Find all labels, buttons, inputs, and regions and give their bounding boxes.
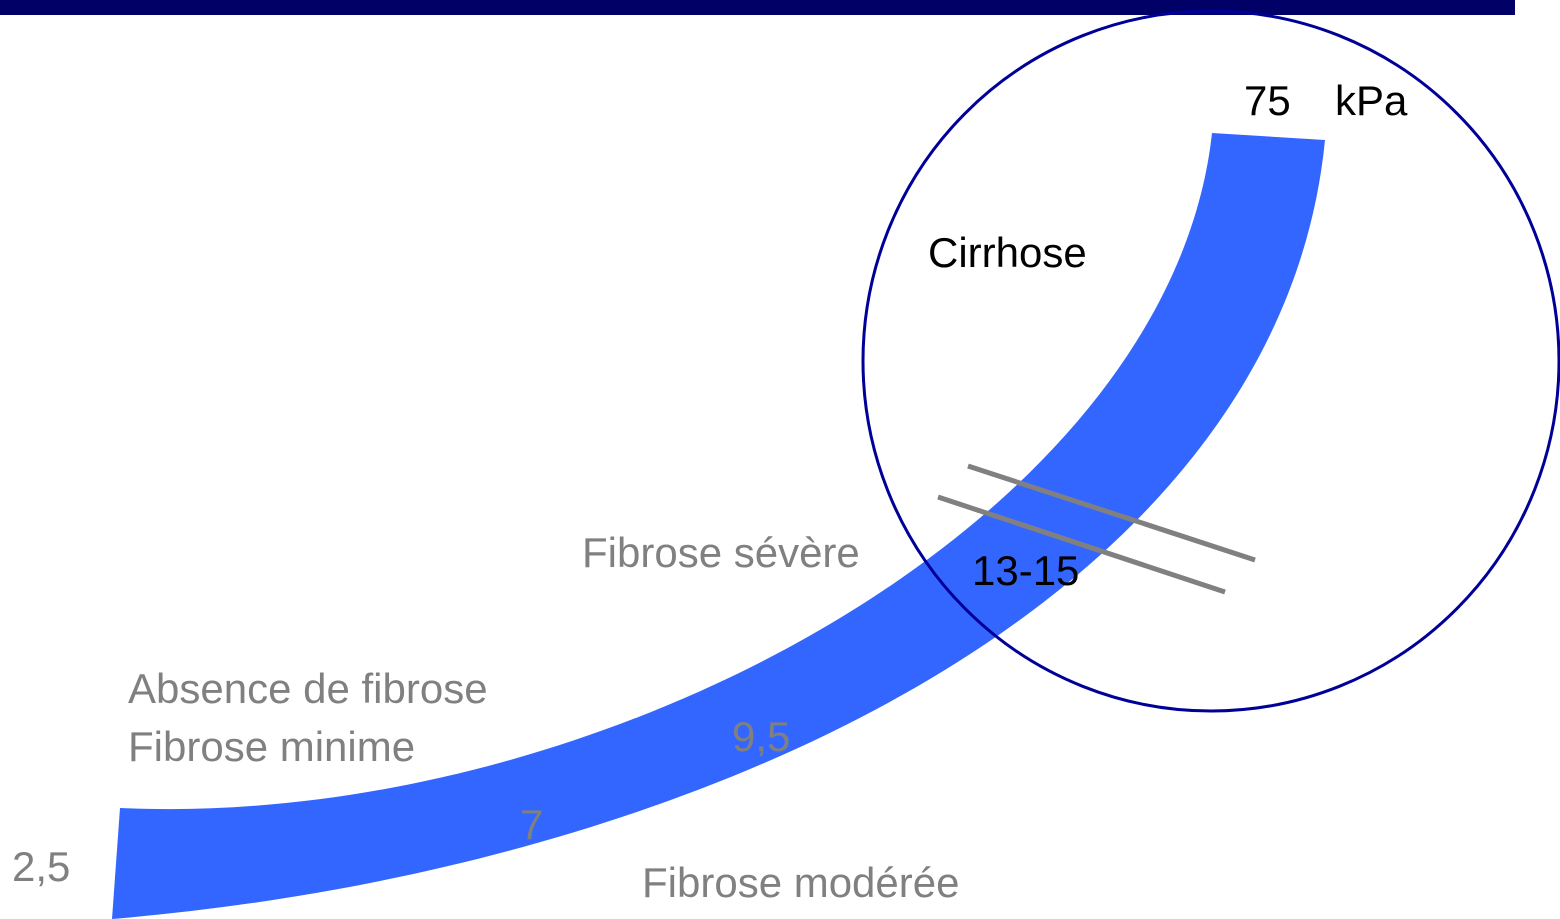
cirrhosis-circle (861, 9, 1560, 713)
scale-min: 2,5 (12, 843, 70, 890)
threshold-label: 7 (520, 801, 543, 848)
scale-max: 75 (1244, 77, 1291, 124)
threshold-line (937, 494, 1226, 595)
scale-unit: kPa (1335, 77, 1408, 124)
threshold-label: 9,5 (732, 713, 790, 760)
zone-label: Absence de fibrose (128, 665, 488, 712)
header-bar (0, 0, 1515, 15)
zone-label: Fibrose sévère (582, 529, 860, 576)
zone-label: Fibrose modérée (642, 859, 959, 906)
zone-label: Cirrhose (928, 229, 1087, 276)
stiffness-band (112, 133, 1325, 919)
threshold-line (967, 463, 1256, 563)
zone-label: Fibrose minime (128, 723, 415, 770)
threshold-label: 13-15 (972, 547, 1079, 594)
